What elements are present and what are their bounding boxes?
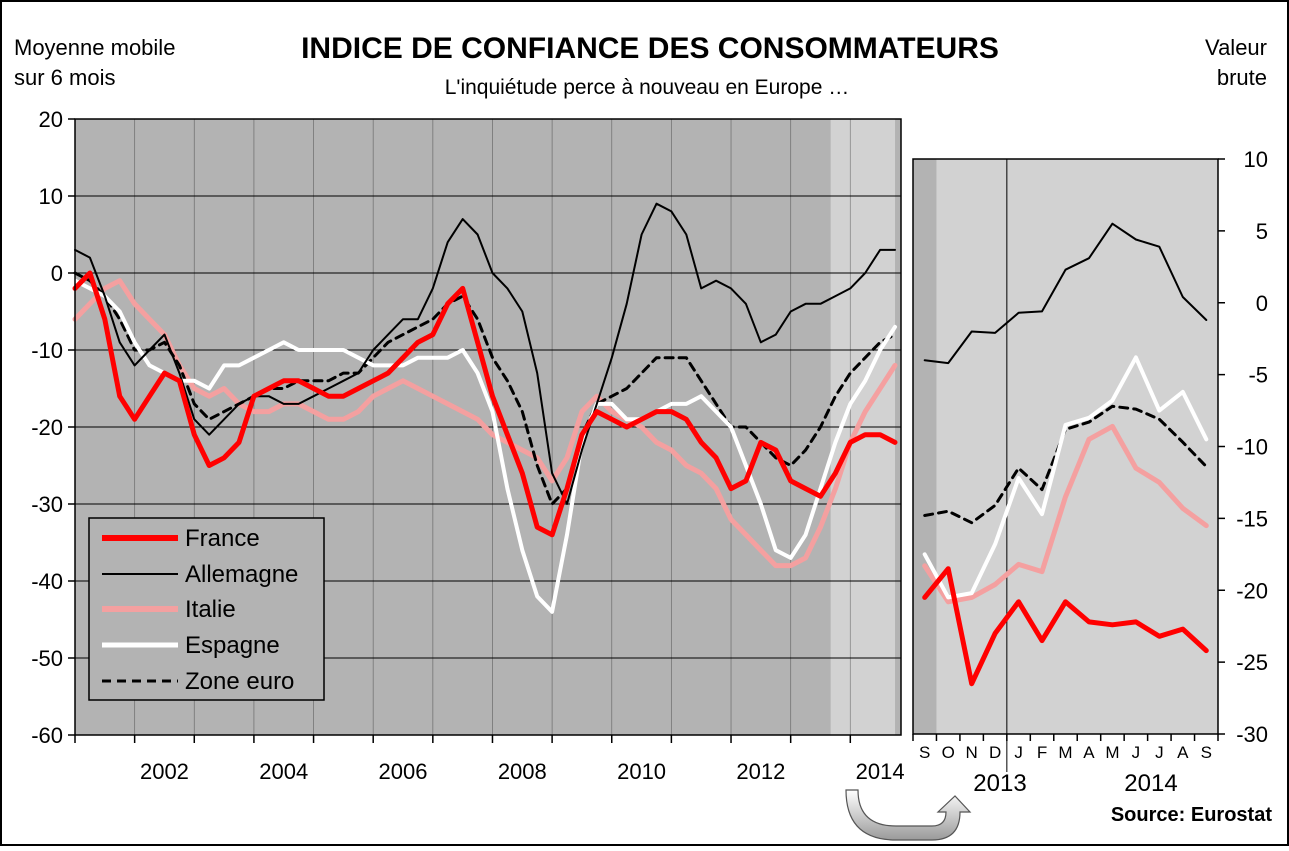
source-note: Source: Eurostat: [1111, 804, 1272, 826]
right-axis-note-line2: brute: [1217, 65, 1267, 90]
legend-label-espagne: Espagne: [185, 632, 280, 659]
main-y-tick-label: -60: [31, 723, 63, 748]
inset-x-tick-label: N: [966, 743, 978, 762]
inset-plot-background: [913, 159, 1218, 734]
inset-x-tick-label: M: [1105, 743, 1119, 762]
inset-y-tick-label: 5: [1256, 219, 1268, 244]
chart-title: INDICE DE CONFIANCE DES CONSOMMATEURS: [301, 32, 999, 65]
main-y-tick-label: 10: [39, 184, 63, 209]
main-y-tick-label: 0: [51, 261, 63, 286]
inset-x-tick-label: A: [1177, 743, 1189, 762]
inset-x-tick-label: D: [989, 743, 1001, 762]
inset-x-tick-label: S: [1201, 743, 1212, 762]
right-axis-note-line1: Valeur: [1205, 35, 1267, 60]
main-x-tick-label: 2008: [498, 759, 547, 784]
left-axis-note-line1: Moyenne mobile: [14, 35, 175, 60]
inset-y-tick-label: 10: [1244, 147, 1268, 172]
main-x-tick-label: 2010: [617, 759, 666, 784]
main-y-tick-label: -40: [31, 569, 63, 594]
inset-x-tick-label: A: [1083, 743, 1095, 762]
inset-y-tick-label: -20: [1236, 578, 1268, 603]
main-x-tick-label: 2002: [140, 759, 189, 784]
inset-x-tick-label: F: [1037, 743, 1047, 762]
inset-x-tick-label: O: [942, 743, 955, 762]
main-y-tick-label: -20: [31, 415, 63, 440]
main-y-tick-label: -50: [31, 646, 63, 671]
inset-x-tick-label: J: [1014, 743, 1023, 762]
legend-label-france: France: [185, 525, 260, 552]
inset-x-tick-label: J: [1155, 743, 1164, 762]
legend-label-allemagne: Allemagne: [185, 561, 298, 588]
main-y-tick-label: 20: [39, 107, 63, 132]
inset-y-tick-label: -25: [1236, 650, 1268, 675]
inset-y-tick-label: -10: [1236, 435, 1268, 460]
main-x-tick-label: 2012: [736, 759, 785, 784]
inset-y-tick-label: -30: [1236, 722, 1268, 747]
inset-year-label-2013: 2013: [973, 770, 1026, 797]
main-x-tick-label: 2004: [259, 759, 308, 784]
legend-label-italie: Italie: [185, 596, 236, 623]
inset-plot-first-month-band: [913, 159, 936, 734]
inset-x-tick-label: J: [1132, 743, 1141, 762]
main-x-tick-label: 2014: [856, 759, 905, 784]
inset-y-tick-label: -15: [1236, 506, 1268, 531]
chart-subtitle: L'inquiétude perce à nouveau en Europe …: [445, 76, 849, 99]
left-axis-note-line2: sur 6 mois: [14, 65, 115, 90]
main-y-tick-label: -10: [31, 338, 63, 363]
inset-x-tick-label: S: [919, 743, 930, 762]
inset-year-label-2014: 2014: [1124, 770, 1177, 797]
inset-y-tick-label: -5: [1248, 363, 1268, 388]
main-y-tick-label: -30: [31, 492, 63, 517]
legend-label-zone-euro: Zone euro: [185, 668, 294, 695]
chart-canvas: INDICE DE CONFIANCE DES CONSOMMATEURS L'…: [0, 0, 1289, 846]
chart-figure: INDICE DE CONFIANCE DES CONSOMMATEURS L'…: [0, 0, 1289, 846]
inset-x-tick-label: M: [1058, 743, 1072, 762]
main-x-tick-label: 2006: [379, 759, 428, 784]
legend: France Allemagne Italie Espagne Zone eur…: [89, 518, 324, 700]
inset-y-tick-label: 0: [1256, 291, 1268, 316]
